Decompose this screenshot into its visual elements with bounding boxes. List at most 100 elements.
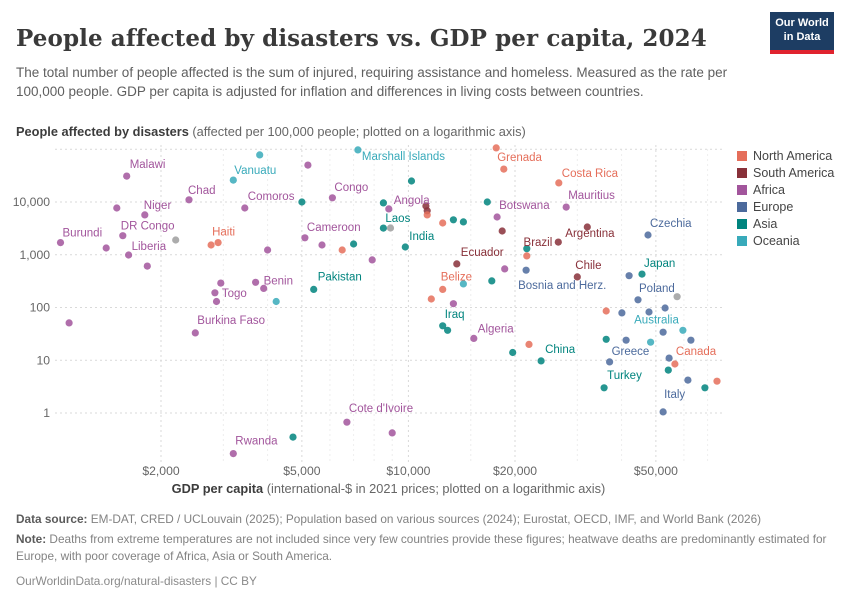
data-point[interactable]: [172, 236, 180, 244]
data-point[interactable]: [625, 272, 633, 280]
data-point-bosnia-and-herz-[interactable]: [522, 266, 530, 274]
legend-item-africa[interactable]: Africa: [737, 181, 834, 198]
data-point[interactable]: [523, 245, 531, 253]
data-point[interactable]: [602, 335, 610, 343]
data-point-cote-d-ivoire[interactable]: [343, 418, 351, 426]
data-point-haiti[interactable]: [214, 239, 222, 247]
data-point-laos[interactable]: [379, 224, 387, 232]
data-point[interactable]: [449, 216, 457, 224]
legend-item-asia[interactable]: Asia: [737, 215, 834, 232]
data-point[interactable]: [217, 279, 225, 287]
data-point-burkina-faso[interactable]: [191, 329, 199, 337]
data-point-argentina[interactable]: [583, 223, 591, 231]
data-point-canada[interactable]: [671, 360, 679, 368]
legend-item-south-america[interactable]: South America: [737, 164, 834, 181]
data-point[interactable]: [701, 384, 709, 392]
data-point[interactable]: [523, 252, 531, 260]
data-point-australia[interactable]: [679, 326, 687, 334]
data-point[interactable]: [304, 161, 312, 169]
data-point[interactable]: [264, 246, 272, 254]
data-point-burundi[interactable]: [56, 239, 65, 247]
data-point[interactable]: [207, 241, 215, 249]
data-point[interactable]: [673, 293, 681, 301]
data-point[interactable]: [449, 300, 457, 308]
data-point[interactable]: [659, 328, 667, 336]
data-point-congo[interactable]: [328, 194, 336, 202]
data-point[interactable]: [488, 277, 496, 285]
data-point[interactable]: [645, 308, 653, 316]
data-point-algeria[interactable]: [470, 334, 478, 342]
data-point[interactable]: [459, 280, 467, 288]
data-point[interactable]: [318, 241, 326, 249]
data-point-iraq[interactable]: [439, 322, 447, 330]
data-point[interactable]: [423, 211, 431, 219]
data-point-ecuador[interactable]: [453, 260, 461, 268]
data-point-benin[interactable]: [252, 278, 260, 286]
data-point-india[interactable]: [401, 243, 409, 251]
data-point-niger[interactable]: [141, 211, 149, 219]
data-point[interactable]: [647, 338, 655, 346]
data-point[interactable]: [113, 204, 121, 212]
data-point-japan[interactable]: [638, 270, 646, 278]
legend-item-north-america[interactable]: North America: [737, 147, 834, 164]
data-point-czechia[interactable]: [644, 231, 652, 239]
owid-logo[interactable]: Our World in Data: [770, 12, 834, 54]
data-point[interactable]: [272, 297, 280, 306]
data-point[interactable]: [368, 256, 376, 264]
data-point[interactable]: [665, 354, 673, 362]
data-point[interactable]: [664, 366, 672, 374]
data-point-greece[interactable]: [606, 358, 614, 366]
data-point[interactable]: [483, 198, 491, 206]
data-point-china[interactable]: [537, 357, 545, 365]
data-point[interactable]: [298, 198, 306, 206]
data-point[interactable]: [459, 218, 467, 226]
data-point[interactable]: [713, 377, 721, 385]
data-point-costa-rica[interactable]: [555, 179, 563, 187]
data-point[interactable]: [102, 244, 110, 252]
data-point[interactable]: [444, 326, 452, 334]
data-point-rwanda[interactable]: [229, 450, 237, 458]
data-point-chad[interactable]: [185, 196, 193, 204]
data-point-marshall-islands[interactable]: [354, 146, 362, 154]
data-point-mauritius[interactable]: [562, 203, 570, 211]
data-point[interactable]: [427, 295, 435, 303]
data-point[interactable]: [350, 240, 358, 248]
data-point-pakistan[interactable]: [310, 285, 318, 293]
citation-line[interactable]: OurWorldinData.org/natural-disasters | C…: [16, 574, 257, 589]
data-point-turkey[interactable]: [600, 384, 608, 392]
data-point-togo[interactable]: [211, 289, 219, 297]
data-point[interactable]: [256, 151, 264, 159]
data-point-dr-congo[interactable]: [119, 232, 127, 240]
data-point[interactable]: [386, 224, 395, 232]
data-point[interactable]: [622, 336, 630, 344]
data-point[interactable]: [260, 284, 268, 292]
data-point[interactable]: [338, 246, 346, 254]
data-point[interactable]: [525, 340, 533, 348]
data-point-italy[interactable]: [659, 408, 667, 416]
data-point-grenada[interactable]: [492, 144, 500, 152]
data-point[interactable]: [500, 165, 508, 173]
data-point[interactable]: [289, 433, 297, 441]
data-point[interactable]: [509, 348, 517, 357]
data-point[interactable]: [212, 297, 221, 306]
data-point[interactable]: [501, 265, 509, 273]
data-point[interactable]: [407, 177, 416, 185]
data-point[interactable]: [143, 262, 151, 270]
data-point-chile[interactable]: [573, 273, 581, 281]
data-point-malawi[interactable]: [123, 172, 131, 180]
data-point[interactable]: [65, 319, 73, 327]
data-point-vanuatu[interactable]: [229, 176, 237, 184]
data-point-liberia[interactable]: [125, 251, 133, 259]
legend-item-europe[interactable]: Europe: [737, 198, 834, 215]
data-point[interactable]: [661, 304, 669, 312]
data-point[interactable]: [602, 307, 610, 315]
data-point[interactable]: [379, 199, 387, 207]
data-point[interactable]: [684, 376, 692, 384]
data-point-botswana[interactable]: [493, 213, 501, 221]
data-point-cameroon[interactable]: [301, 234, 309, 242]
data-point[interactable]: [498, 227, 506, 235]
data-point-poland[interactable]: [634, 296, 642, 304]
data-point-comoros[interactable]: [241, 204, 249, 212]
data-point-angola[interactable]: [385, 205, 393, 213]
data-point-brazil[interactable]: [554, 238, 562, 246]
